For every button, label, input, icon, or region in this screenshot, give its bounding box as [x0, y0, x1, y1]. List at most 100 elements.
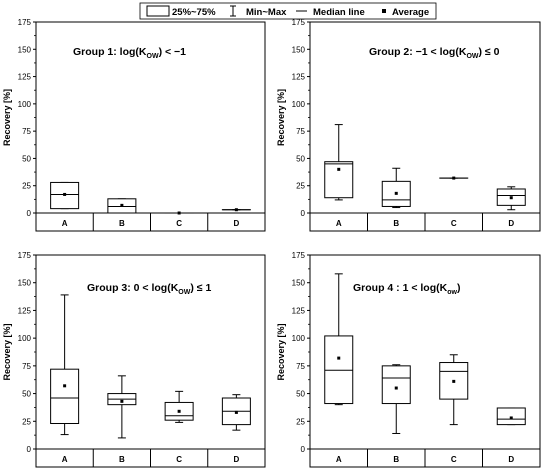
iqr-box — [324, 335, 354, 405]
y-tick-label: 150 — [18, 45, 32, 54]
y-tick-label: 75 — [296, 127, 305, 136]
y-tick-label: 0 — [301, 445, 306, 454]
box-C — [439, 354, 469, 426]
iqr-box — [496, 407, 526, 426]
category-label: A — [336, 455, 342, 464]
y-tick-label: 50 — [296, 154, 305, 163]
y-tick-label: 0 — [301, 209, 306, 218]
legend-mean-swatch — [382, 9, 386, 13]
mean-marker — [452, 379, 456, 383]
box-C — [439, 176, 469, 180]
y-tick-label: 175 — [292, 18, 306, 27]
legend: 25%~75% Min~Max Median line Average — [139, 2, 437, 20]
box-D — [496, 407, 526, 426]
mean-marker — [337, 356, 341, 360]
iqr-box — [381, 365, 411, 405]
mean-marker — [120, 399, 124, 403]
category-label: B — [393, 455, 399, 464]
y-tick-label: 100 — [292, 334, 306, 343]
mean-marker — [63, 192, 67, 196]
y-tick-label: 150 — [292, 45, 306, 54]
mean-marker — [509, 196, 513, 200]
iqr-box — [50, 368, 80, 425]
y-tick-label: 25 — [22, 417, 31, 426]
y-tick-label: 175 — [292, 251, 306, 260]
y-tick-label: 0 — [27, 445, 32, 454]
category-label: A — [336, 219, 342, 228]
y-tick-label: 125 — [292, 306, 306, 315]
box-A — [50, 294, 80, 436]
mean-marker — [120, 203, 124, 207]
y-tick-label: 50 — [22, 154, 31, 163]
y-tick-label: 125 — [292, 73, 306, 82]
panel-title: Group 1: log(KOW) < −1 — [73, 46, 186, 60]
y-axis-label: Recovery [%] — [2, 323, 12, 380]
box-D — [496, 186, 526, 211]
y-tick-label: 150 — [292, 279, 306, 288]
y-tick-label: 25 — [22, 182, 31, 191]
y-tick-label: 100 — [292, 100, 306, 109]
legend-box-swatch — [146, 5, 170, 17]
panel-title: Group 3: 0 < log(KOW) ≤ 1 — [87, 282, 211, 296]
box-D — [221, 208, 251, 212]
box-B — [107, 375, 137, 439]
y-tick-label: 125 — [18, 73, 32, 82]
legend-whisker-swatch — [230, 5, 236, 17]
category-label: D — [233, 219, 239, 228]
mean-marker — [452, 176, 456, 180]
box-B — [381, 167, 411, 209]
y-tick-label: 175 — [18, 251, 32, 260]
y-tick-label: 25 — [296, 182, 305, 191]
mean-marker — [234, 410, 238, 414]
y-tick-label: 50 — [296, 390, 305, 399]
panel-group-3: 0 25 50 75 100 125 150 175 Recovery [%] Group 3: … — [2, 251, 266, 468]
y-tick-label: 100 — [18, 100, 32, 109]
panel-group-2: 0 25 50 75 100 125 150 175 Recovery [%] Group 2: … — [276, 18, 541, 232]
y-tick-label: 75 — [22, 362, 31, 371]
category-label: A — [62, 219, 68, 228]
y-tick-label: 75 — [296, 362, 305, 371]
legend-mean-label: Average — [392, 7, 429, 18]
y-tick-label: 175 — [18, 18, 32, 27]
y-tick-label: 50 — [22, 390, 31, 399]
category-label: C — [451, 455, 457, 464]
y-axis-label: Recovery [%] — [2, 89, 12, 146]
category-label: A — [62, 455, 68, 464]
category-label: B — [393, 219, 399, 228]
panel-group-1: 0 25 50 75 100 125 150 175 Recovery [%] Group 1: … — [2, 18, 266, 232]
category-label: B — [119, 219, 125, 228]
mean-marker — [63, 384, 67, 388]
category-label: D — [508, 219, 514, 228]
box-A — [324, 124, 354, 201]
y-tick-label: 150 — [18, 279, 32, 288]
y-tick-label: 0 — [27, 209, 32, 218]
category-label: C — [176, 455, 182, 464]
mean-marker — [177, 211, 181, 215]
mean-marker — [394, 386, 398, 390]
box-B — [107, 198, 137, 214]
mean-marker — [234, 208, 238, 212]
box-B — [381, 364, 411, 434]
y-tick-label: 25 — [296, 417, 305, 426]
y-tick-label: 75 — [22, 127, 31, 136]
legend-box-label: 25%~75% — [172, 7, 216, 18]
panel-title: Group 2: −1 < log(KOW) ≤ 0 — [369, 46, 500, 60]
category-label: D — [233, 455, 239, 464]
panel-title: Group 4 : 1 < log(Kow) — [353, 282, 460, 296]
category-label: C — [451, 219, 457, 228]
y-axis-label: Recovery [%] — [276, 323, 286, 380]
iqr-box — [324, 161, 354, 199]
box-C — [164, 390, 194, 423]
mean-marker — [509, 416, 513, 420]
category-label: D — [508, 455, 514, 464]
category-label: B — [119, 455, 125, 464]
y-tick-label: 100 — [18, 334, 32, 343]
legend-median-label: Median line — [313, 7, 365, 18]
box-A — [324, 273, 354, 406]
box-A — [50, 181, 80, 210]
panel-group-4: 0 25 50 75 100 125 150 175 Recovery [%] Group 4 :… — [276, 251, 541, 468]
mean-marker — [337, 167, 341, 171]
y-tick-label: 125 — [18, 306, 32, 315]
y-axis-label: Recovery [%] — [276, 89, 286, 146]
